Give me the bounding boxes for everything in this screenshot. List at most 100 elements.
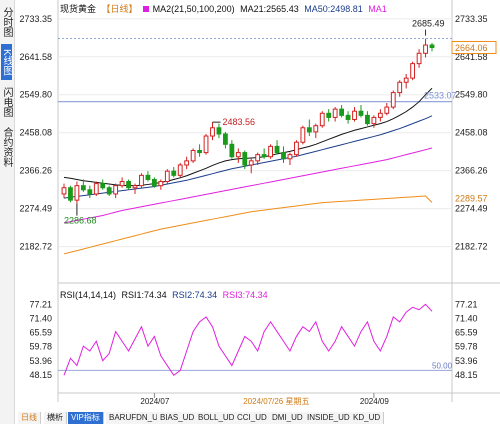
- rsi-header: RSI(14,14,14) RSI1:74.34 RSI2:74.34 RSI3…: [60, 290, 271, 300]
- candle: [313, 123, 319, 139]
- candle-body: [68, 187, 73, 201]
- candle-body: [365, 114, 370, 125]
- candle-body: [177, 164, 183, 176]
- candle: [365, 111, 370, 126]
- candle-body: [423, 44, 428, 54]
- indicator-tab-bar: 日线 横析 VIP指标 BARUFDN_UD BIAS_UD BOLL_UD C…: [0, 403, 500, 424]
- period-label[interactable]: 【日线】: [101, 4, 138, 14]
- candle: [332, 107, 338, 122]
- price-annotations: 2685.49 2664.06 2533.07 2483.56 2286.68 2289.…: [64, 19, 497, 226]
- candle-body: [113, 185, 119, 195]
- candle: [403, 73, 409, 89]
- candle: [294, 140, 299, 157]
- price-label-right: 2274.49: [455, 204, 488, 214]
- tab-boll[interactable]: BOLL_UD: [195, 412, 239, 424]
- price-label-left: 2274.49: [19, 204, 52, 214]
- candle: [158, 179, 164, 190]
- ma50-line: [63, 115, 433, 199]
- left-view-tabs: 分时图 K线图 闪电图 合约资料: [0, 0, 15, 424]
- rsi-label-right: 48.15: [455, 370, 478, 380]
- candle: [132, 183, 138, 194]
- price-label-left: 2733.35: [19, 14, 52, 24]
- rsi-label-right: 71.40: [455, 313, 478, 323]
- candle: [287, 152, 293, 165]
- candle-body: [429, 44, 435, 48]
- tab-flash-chart[interactable]: 闪电图: [1, 87, 12, 117]
- high-label: 2685.49: [412, 19, 445, 29]
- candle: [190, 148, 196, 163]
- candle-body: [332, 108, 338, 118]
- candle: [74, 181, 80, 204]
- tab-inside[interactable]: INSIDE_UD: [304, 412, 354, 424]
- candle-body: [119, 181, 125, 187]
- candle: [416, 49, 422, 68]
- rsi-label-left: 53.96: [29, 356, 52, 366]
- candle-body: [358, 110, 364, 116]
- tab-contract-info[interactable]: 合约资料: [1, 127, 12, 167]
- ma-params[interactable]: MA2(21,50,100,200): [152, 4, 235, 14]
- tab-kd[interactable]: KD_UD: [350, 412, 385, 424]
- rsi-label-left: 48.15: [29, 370, 52, 380]
- candle: [164, 169, 170, 184]
- price-label-right: 2641.58: [455, 52, 488, 62]
- price-gridlines: [58, 18, 452, 248]
- candle-body: [80, 185, 86, 191]
- tab-cci[interactable]: CCI_UD: [234, 412, 271, 424]
- candle-body: [403, 77, 409, 83]
- candle-body: [306, 127, 312, 133]
- candle-body: [190, 150, 196, 162]
- tab-time-chart[interactable]: 分时图: [1, 7, 12, 37]
- tab-vip-indicators[interactable]: VIP指标: [68, 412, 104, 424]
- moving-average-lines: [63, 87, 433, 255]
- tab-kline-chart[interactable]: K线图: [1, 44, 12, 80]
- candle: [397, 80, 403, 97]
- tab-dmi[interactable]: DMI_UD: [269, 412, 307, 424]
- candle: [339, 105, 345, 118]
- ma1-value: MA1: [368, 4, 387, 14]
- rsi-axis: 77.21 77.21 71.40 71.40 65.59 65.59 59.78 59.78…: [29, 299, 477, 380]
- price-label-right: 2182.72: [455, 242, 488, 252]
- candle: [177, 162, 183, 178]
- rsi-label-right: 77.21: [455, 299, 478, 309]
- price-label-left: 2182.72: [19, 242, 52, 252]
- candle: [274, 140, 280, 155]
- candle-body: [61, 187, 67, 195]
- tab-daily[interactable]: 日线: [18, 412, 41, 424]
- candle: [216, 123, 222, 139]
- candle-body: [261, 154, 267, 158]
- candle-body: [390, 92, 396, 108]
- candle-body: [229, 143, 235, 158]
- candle-body: [203, 135, 209, 154]
- rsi3-value: RSI3:74.34: [222, 290, 268, 300]
- price-label-right: 2458.08: [455, 128, 488, 138]
- candle-body: [281, 152, 286, 160]
- tab-analysis[interactable]: 横析: [44, 412, 67, 424]
- candle: [352, 107, 357, 122]
- rsi-label-left: 65.59: [29, 328, 52, 338]
- tab-bias[interactable]: BIAS_UD: [157, 412, 199, 424]
- candle-body: [164, 170, 170, 183]
- candle: [235, 148, 241, 163]
- ma21-line: [63, 87, 433, 187]
- rsi-label-right: 65.59: [455, 328, 478, 338]
- rsi-label-right: 59.78: [455, 342, 478, 352]
- rsi-series: [63, 303, 433, 377]
- candle-body: [235, 152, 241, 158]
- price-label-left: 2366.26: [19, 166, 52, 176]
- candle: [145, 171, 151, 182]
- ma100-line: [63, 147, 433, 224]
- candle: [151, 177, 157, 188]
- candle: [390, 90, 396, 110]
- candle-body: [171, 170, 177, 176]
- price-axis: 2733.35 2733.35 2641.58 2641.58 2549.80 2549.…: [19, 14, 487, 252]
- candle: [93, 181, 99, 197]
- rsi-params[interactable]: RSI(14,14,14): [60, 290, 117, 300]
- candle-body: [313, 125, 319, 133]
- ma200-line: [63, 195, 433, 255]
- candle-body: [352, 110, 357, 120]
- candle-body: [371, 116, 377, 125]
- candle: [319, 111, 325, 128]
- candle: [80, 179, 86, 192]
- candle-body: [87, 189, 93, 195]
